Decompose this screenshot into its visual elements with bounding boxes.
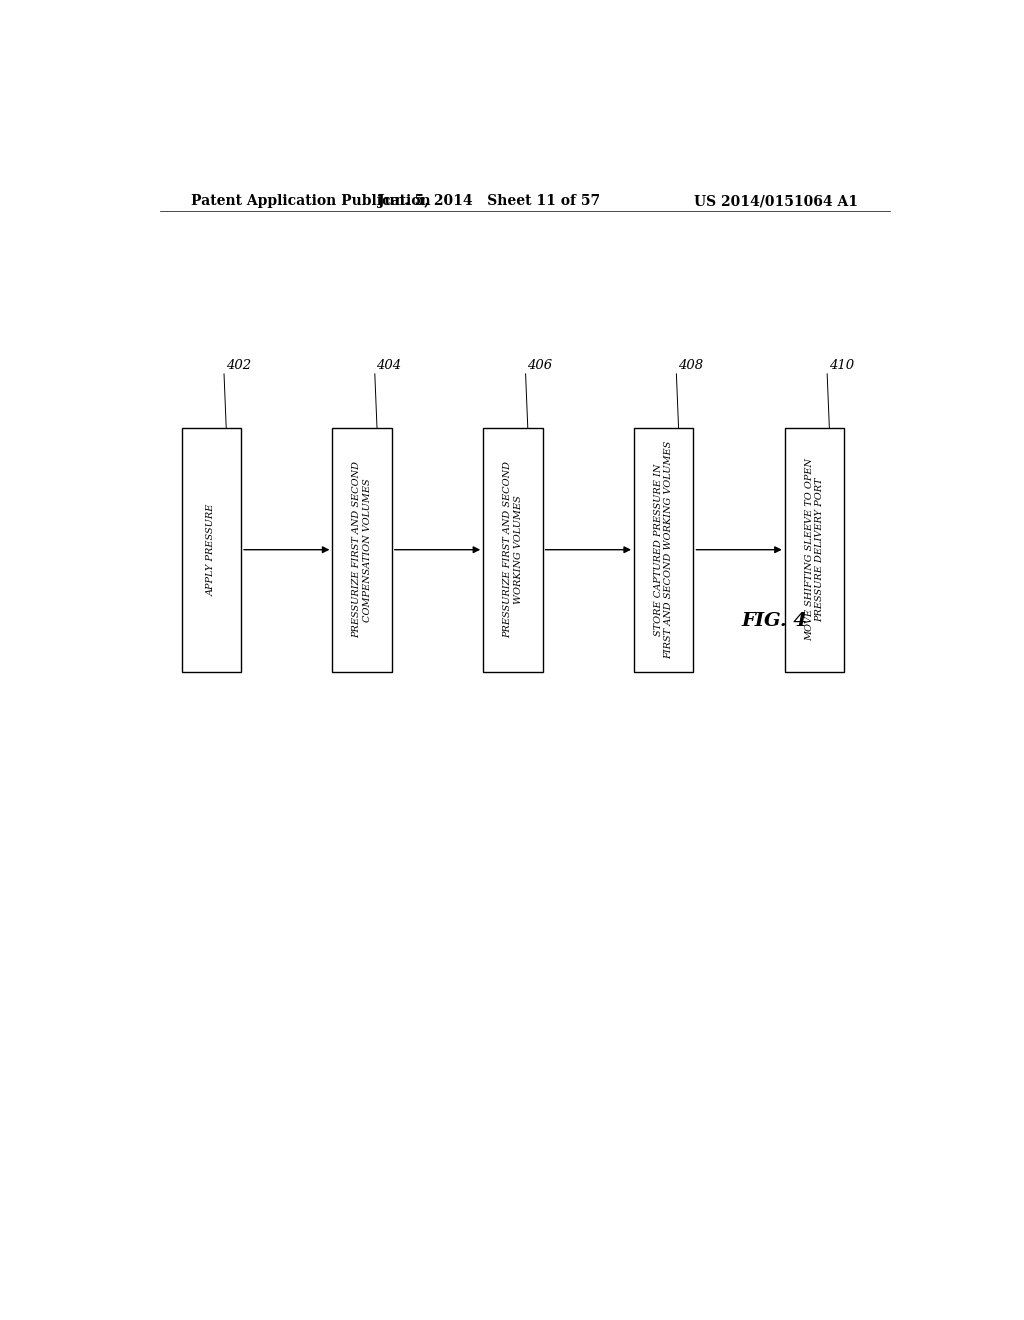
Text: 406: 406: [527, 359, 552, 372]
Text: 410: 410: [828, 359, 854, 372]
Text: PRESSURIZE FIRST AND SECOND
WORKING VOLUMES: PRESSURIZE FIRST AND SECOND WORKING VOLU…: [503, 461, 522, 638]
Text: 408: 408: [678, 359, 703, 372]
Text: FIG. 4: FIG. 4: [741, 612, 808, 630]
Bar: [181, 428, 241, 672]
Bar: [333, 428, 392, 672]
Text: MOVE SHIFTING SLEEVE TO OPEN
PRESSURE DELIVERY PORT: MOVE SHIFTING SLEEVE TO OPEN PRESSURE DE…: [805, 458, 824, 642]
Text: STORE CAPTURED PRESSURE IN
FIRST AND SECOND WORKING VOLUMES: STORE CAPTURED PRESSURE IN FIRST AND SEC…: [654, 441, 674, 659]
Text: Patent Application Publication: Patent Application Publication: [191, 194, 431, 209]
Text: PRESSURIZE FIRST AND SECOND
COMPENSATION VOLUMES: PRESSURIZE FIRST AND SECOND COMPENSATION…: [352, 461, 372, 638]
Bar: [634, 428, 693, 672]
Text: 402: 402: [225, 359, 251, 372]
Text: APPLY PRESSURE: APPLY PRESSURE: [207, 503, 216, 595]
Bar: [483, 428, 543, 672]
Text: 404: 404: [377, 359, 401, 372]
Text: US 2014/0151064 A1: US 2014/0151064 A1: [694, 194, 858, 209]
Text: Jun. 5, 2014   Sheet 11 of 57: Jun. 5, 2014 Sheet 11 of 57: [378, 194, 600, 209]
Bar: [784, 428, 844, 672]
